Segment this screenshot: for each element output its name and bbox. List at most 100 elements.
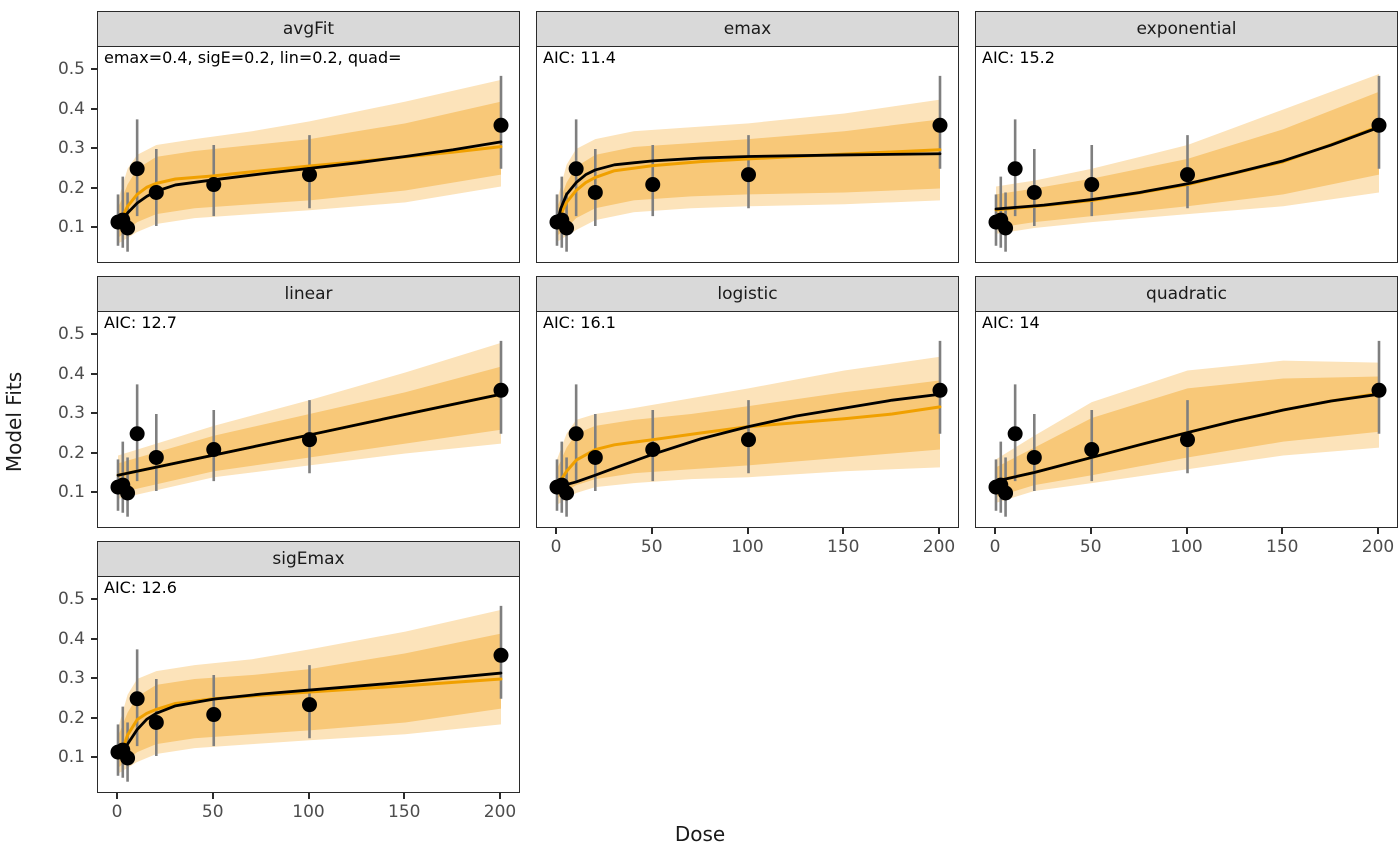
panel-canvas-sigEmax [110,605,509,782]
x-tick-mark [555,528,557,534]
y-tick-label: 0.5 [57,324,85,344]
panel-annotation: AIC: 11.4 [543,48,616,67]
x-tick-mark [746,528,749,534]
data-point [129,426,145,442]
x-tick-mark [116,793,118,799]
x-tick-mark [1281,528,1284,534]
data-point [206,707,222,723]
panel-annotation: AIC: 15.2 [982,48,1055,67]
model-fit-line [116,140,503,228]
data-point [148,449,164,465]
x-axis-title: Dose [674,822,726,846]
facet-title: exponential [1136,19,1237,39]
data-point [1180,432,1195,448]
model-fit-line [994,125,1381,211]
facet-title: sigEmax [272,549,345,569]
data-point [148,184,164,200]
data-point [1371,382,1387,398]
facet-title: emax [723,19,772,39]
panel-sigEmax: AIC: 12.6 [97,576,520,793]
data-point [1026,449,1042,465]
data-point [568,161,584,177]
panel-emax: AIC: 11.4 [536,46,959,263]
panel-canvas-avgFit [110,75,509,252]
data-point [998,220,1014,236]
y-tick-mark [91,372,97,375]
x-tick-mark [211,793,214,799]
panel-avgFit: emax=0.4, sigE=0.2, lin=0.2, quad= [97,46,520,263]
data-point [1371,117,1387,133]
y-tick-label: 0.3 [57,668,85,688]
y-tick-label: 0.4 [57,98,85,119]
x-tick-mark [1089,528,1092,534]
data-point [559,485,575,501]
facet-title: quadratic [1146,284,1227,304]
facet-strip-emax: emax [536,11,959,47]
data-point [302,697,317,713]
y-tick-mark [91,147,97,149]
y-tick-label: 0.5 [57,589,85,609]
y-tick-label: 0.1 [57,482,85,502]
y-tick-mark [91,756,97,758]
x-tick-mark [307,793,310,799]
data-point [741,167,756,183]
x-tick-label: 150 [388,802,421,822]
y-tick-mark [91,107,97,110]
facet-title: avgFit [282,19,335,39]
data-point [559,220,575,236]
panel-annotation: AIC: 12.7 [104,313,177,332]
y-tick-mark [91,68,97,70]
panel-canvas-emax [549,75,948,252]
data-point [932,117,948,133]
x-tick-mark [403,793,406,799]
panel-annotation: emax=0.4, sigE=0.2, lin=0.2, quad= [104,48,402,67]
x-tick-label: 150 [827,537,860,557]
data-point [1026,184,1042,200]
y-tick-mark [91,637,97,640]
median-fit-line [116,677,503,760]
panel-canvas-exponential [988,73,1387,252]
y-tick-label: 0.2 [57,707,85,728]
facet-strip-sigEmax: sigEmax [97,541,520,577]
y-tick-label: 0.4 [57,363,85,384]
x-tick-mark [650,528,653,534]
model-fit-line [555,392,942,489]
x-tick-label: 0 [989,537,1001,557]
panel-annotation: AIC: 12.6 [104,578,177,597]
data-point [493,382,509,398]
y-tick-mark [91,598,97,600]
x-tick-label: 50 [201,802,224,822]
data-point [1084,177,1100,193]
data-point [587,184,603,200]
y-axis-title: Model Fits [2,371,26,473]
y-tick-label: 0.3 [57,138,85,158]
x-tick-mark [499,793,501,799]
data-point [1007,161,1023,177]
facet-strip-exponential: exponential [975,11,1398,47]
data-point [1084,442,1100,458]
x-tick-label: 150 [1266,537,1299,557]
x-tick-label: 200 [922,537,956,557]
data-point [120,485,136,501]
data-point [302,432,317,448]
x-tick-label: 100 [731,537,764,557]
x-tick-label: 0 [550,537,562,557]
panel-exponential: AIC: 15.2 [975,46,1398,263]
y-tick-mark [91,677,97,679]
y-tick-label: 0.1 [57,217,85,237]
x-tick-label: 50 [640,537,663,557]
data-point [206,442,222,458]
panel-annotation: AIC: 14 [982,313,1040,332]
x-tick-label: 50 [1079,537,1102,557]
panel-canvas-linear [110,340,509,517]
x-tick-label: 200 [483,802,517,822]
data-point [932,382,948,398]
y-tick-mark [91,451,97,454]
median-fit-line [555,405,942,491]
y-tick-mark [91,412,97,414]
data-point [645,442,661,458]
x-tick-label: 100 [1170,537,1203,557]
panel-logistic: AIC: 16.1 [536,311,959,528]
data-point [493,117,509,133]
